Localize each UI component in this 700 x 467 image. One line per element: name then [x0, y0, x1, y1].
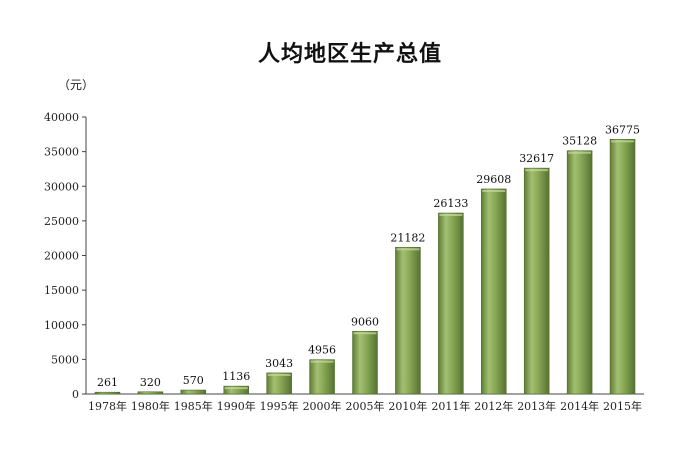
y-axis-unit-label: （元）: [58, 78, 95, 92]
data-label-1995年: 3043: [265, 357, 293, 370]
bar-1990年: [223, 385, 249, 395]
data-label-2011年: 26133: [433, 197, 468, 210]
data-label-2013年: 32617: [519, 152, 554, 165]
data-label-2000年: 4956: [308, 344, 336, 357]
x-tick-label-1985年: 1985年: [174, 399, 213, 413]
bar-highlight: [353, 332, 377, 335]
bar-2015年: [609, 139, 636, 395]
data-label-1980年: 320: [140, 376, 161, 389]
x-tick-label-2014年: 2014年: [560, 399, 599, 413]
bar-highlight: [568, 151, 592, 154]
x-tick-label-1980年: 1980年: [131, 399, 170, 413]
y-tick-label: 40000: [44, 111, 79, 124]
chart-title: 人均地区生产总值: [257, 41, 442, 67]
x-tick-label-2005年: 2005年: [346, 399, 385, 413]
bar-highlight: [439, 214, 463, 217]
chart-labels: 261 1978年 320 1980年 570 1985年 1136 1990年 3043 199…: [88, 123, 642, 413]
chart-axes: 0 5000 10000 15000 20000 25000 30000 35000 40000: [44, 111, 644, 401]
bar-highlight: [482, 189, 506, 192]
x-tick-label-1990年: 1990年: [217, 399, 256, 413]
data-label-1990年: 1136: [222, 370, 250, 383]
x-tick-label-2000年: 2000年: [303, 399, 342, 413]
chart-bars: [94, 139, 636, 395]
y-tick-label: 5000: [51, 353, 79, 366]
bar-2013年: [523, 167, 550, 395]
data-label-2012年: 29608: [476, 173, 511, 186]
x-tick-label-1978年: 1978年: [88, 399, 127, 413]
bar-highlight: [525, 169, 549, 172]
bar-2010年: [395, 247, 421, 395]
bar-2005年: [352, 330, 378, 395]
x-tick-label-2015年: 2015年: [603, 399, 642, 413]
x-tick-label-2010年: 2010年: [388, 399, 427, 413]
x-tick-label-1995年: 1995年: [260, 399, 299, 413]
data-label-2015年: 36775: [605, 123, 640, 136]
bar-highlight: [224, 387, 248, 390]
bar-1978年: [94, 391, 121, 395]
data-label-2010年: 21182: [390, 231, 425, 244]
y-tick-label: 15000: [44, 284, 79, 297]
bar-1980年: [137, 391, 164, 395]
bar-highlight: [267, 373, 291, 376]
y-tick-label: 25000: [44, 215, 79, 228]
x-tick-label-2011年: 2011年: [431, 399, 470, 413]
y-tick-label: 30000: [44, 180, 79, 193]
y-tick-label: 35000: [44, 146, 79, 159]
data-label-2014年: 35128: [562, 135, 597, 148]
bar-highlight: [611, 140, 634, 143]
bar-highlight: [396, 248, 420, 251]
y-tick-label: 20000: [44, 250, 79, 263]
x-tick-label-2013年: 2013年: [517, 399, 556, 413]
y-tick-label: 10000: [44, 319, 79, 332]
bar-highlight: [310, 360, 334, 363]
x-tick-label-2012年: 2012年: [474, 399, 513, 413]
y-tick-label: 0: [72, 388, 79, 401]
bar-2011年: [438, 212, 464, 395]
bar-1985年: [180, 389, 207, 395]
bar-2012年: [481, 188, 507, 395]
bar-1995年: [266, 372, 292, 395]
data-label-2005年: 9060: [351, 315, 379, 328]
data-label-1978年: 261: [97, 376, 118, 389]
bar-2014年: [566, 150, 593, 395]
bar-2000年: [309, 359, 335, 395]
data-label-1985年: 570: [183, 374, 204, 387]
